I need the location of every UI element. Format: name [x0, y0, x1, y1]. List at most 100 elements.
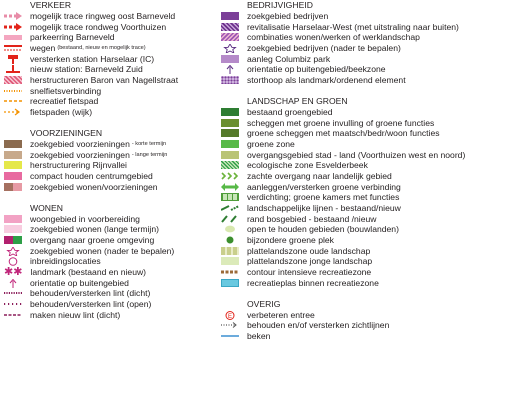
legend-item: mogelijk trace rondweg Voorthuizen: [4, 21, 224, 32]
legend-item: compact houden centrumgebied: [4, 171, 224, 182]
legend-item: orientatie op buitengebied/beekzone: [221, 64, 508, 75]
double-arrow-green-icon: [221, 182, 239, 191]
yellowgreen-swatch-icon: [4, 161, 22, 170]
pink-band-icon: [4, 34, 22, 40]
orange-dashed-icon: [4, 97, 22, 105]
dashed-olive-icon: [221, 246, 239, 255]
legend-item: zachte overgang naar landelijk gebied: [221, 171, 508, 182]
lilac-swatch-icon: [221, 54, 239, 63]
legend-item: snelfietsverbinding: [4, 85, 224, 96]
circle-outline-icon: [4, 257, 22, 267]
lilac-dots-swatch-icon: [221, 75, 239, 84]
legend-item: verdichting; groene kamers met functies: [221, 192, 508, 203]
legend-item: behouden en/of versterken zichtlijnen: [221, 320, 508, 331]
green-slashes-icon: [221, 215, 239, 223]
legend-item: fietspaden (wijk): [4, 107, 224, 118]
circle-e-icon: E: [221, 310, 239, 320]
station-icon: [4, 54, 22, 64]
orange-dash-arrow-icon: [4, 108, 22, 116]
legend-item: landschappelijke lijnen - bestaand/nieuw: [221, 203, 508, 214]
arrow-up-purple-icon: [221, 65, 239, 75]
legend-item: scheggen met groene invulling of groene …: [221, 117, 508, 128]
pale-green-ellipse-icon: [221, 225, 239, 233]
green-grid-icon: [221, 193, 239, 202]
legend-item: ecologische zone Esvelderbeek: [221, 160, 508, 171]
legend-item: zoekgebied wonen (nader te bepalen): [4, 245, 224, 256]
legend-item: zoekgebied bedrijven (nader te bepalen): [221, 43, 508, 54]
purple-swatch-icon: [221, 11, 239, 20]
section-title-wonen: WONEN: [30, 202, 63, 213]
star-icon: [4, 246, 22, 256]
orange-dotted-icon: [4, 87, 22, 95]
section-title-overig: OVERIG: [247, 298, 281, 309]
legend-item: herstructurering Rijnvallei: [4, 160, 224, 171]
arrow-up-icon: [4, 278, 22, 288]
legend-item: open te houden gebieden (bouwlanden): [221, 224, 508, 235]
legend-item: maken nieuw lint (dicht): [4, 309, 224, 320]
legend-item: aanleg Columbiz park: [221, 53, 508, 64]
legend-item: revitalisatie Harselaar-West (met uitstr…: [221, 21, 508, 32]
legend-item: recreatieplas binnen recreatiezone: [221, 278, 508, 289]
pink-swatch-icon: [4, 214, 22, 223]
section-title-verkeer: VERKEER: [30, 0, 72, 10]
olive-swatch-icon: [221, 118, 239, 127]
legend-left-column: VERKEER mogelijk trace ringweg oost Barn…: [4, 0, 224, 320]
legend-item: behouden/versterken lint (open): [4, 299, 224, 310]
dotted-line-open-icon: [4, 300, 22, 308]
hatched-pink-icon: [4, 75, 22, 84]
dashed-line-purple-icon: [4, 311, 22, 319]
blue-line-icon: [221, 332, 239, 340]
legend-item: herstructureren Baron van Nagellstraat: [4, 75, 224, 86]
legend-item: overgang naar groene omgeving: [4, 235, 224, 246]
legend-item: ✱✱ landmark (bestaand en nieuw): [4, 265, 147, 278]
green-dash-lines-icon: [221, 204, 239, 212]
legend-item: overgangsgebied stad - land (Voorthuizen…: [221, 149, 508, 160]
brown-swatch-icon: [4, 139, 22, 148]
svg-text:E: E: [228, 314, 232, 320]
legend-item: wegen (bestaand, nieuw en mogelijk trace…: [4, 43, 224, 54]
legend-item: zoekgebied voorzieningen - korte termijn: [4, 139, 224, 150]
legend-item: zoekgebied wonen/voorzieningen: [4, 181, 224, 192]
legend-item: zoekgebied wonen (lange termijn): [4, 224, 224, 235]
legend-item: beken: [221, 331, 508, 342]
legend-item: groene zone: [221, 139, 508, 150]
section-title-landschap: LANDSCHAP EN GROEN: [247, 96, 348, 106]
road-icon: [4, 44, 22, 52]
section-title-voorzieningen: VOORZIENINGEN: [30, 128, 103, 139]
legend-item: nieuw station: Barneveld Zuid: [4, 64, 224, 75]
tan-swatch-icon: [4, 150, 22, 159]
brown-pink-swatch-icon: [4, 182, 22, 191]
darkgreen-swatch-icon: [221, 107, 239, 116]
legend-item: woongebied in voorbereiding: [4, 213, 224, 224]
legend-item: combinaties wonen/werken of werklandscha…: [221, 32, 508, 43]
olive-dark-swatch-icon: [221, 129, 239, 138]
pink-purple-hatch-icon: [221, 33, 239, 42]
legend-item: mogelijk trace ringweg oost Barneveld: [4, 11, 224, 22]
legend-item: contour intensieve recreatiezone: [221, 267, 508, 278]
legend-item: orientatie op buitengebied: [4, 277, 224, 288]
green-swatch-icon: [221, 139, 239, 148]
dotted-arrow-icon: [221, 321, 239, 329]
brown-dashed-icon: [221, 268, 239, 276]
legend-item: versterken station Harselaar (IC): [4, 53, 224, 64]
station-line-icon: [4, 65, 22, 74]
legend-right-column: BEDRIJVIGHEID zoekgebied bedrijven revit…: [221, 0, 508, 341]
magenta-green-swatch-icon: [4, 235, 22, 244]
legend-item: plattelandszone jonge landschap: [221, 256, 508, 267]
legend-item: E verbeteren entree: [221, 309, 508, 320]
cyan-swatch-icon: [221, 278, 239, 287]
legend-item: plattelandszone oude landschap: [221, 245, 508, 256]
red-dashed-arrow-icon: [4, 22, 22, 31]
legend-item: recreatief fietspad: [4, 96, 224, 107]
pink-magenta-swatch-icon: [4, 171, 22, 180]
light-pink-swatch-icon: [4, 225, 22, 234]
legend-item: groene scheggen met maatsch/bedr/woon fu…: [221, 128, 508, 139]
khaki-swatch-icon: [221, 150, 239, 159]
asterisk-icon: ✱✱: [4, 265, 23, 278]
pink-dashed-arrow-icon: [4, 11, 22, 20]
green-hatch-icon: [221, 161, 239, 170]
section-title-bedrijvigheid: BEDRIJVIGHEID: [247, 0, 313, 10]
legend-item: bestaand groengebied: [221, 107, 508, 118]
legend-item: inbreidingslocaties: [4, 256, 224, 267]
green-dot-icon: [221, 236, 239, 244]
